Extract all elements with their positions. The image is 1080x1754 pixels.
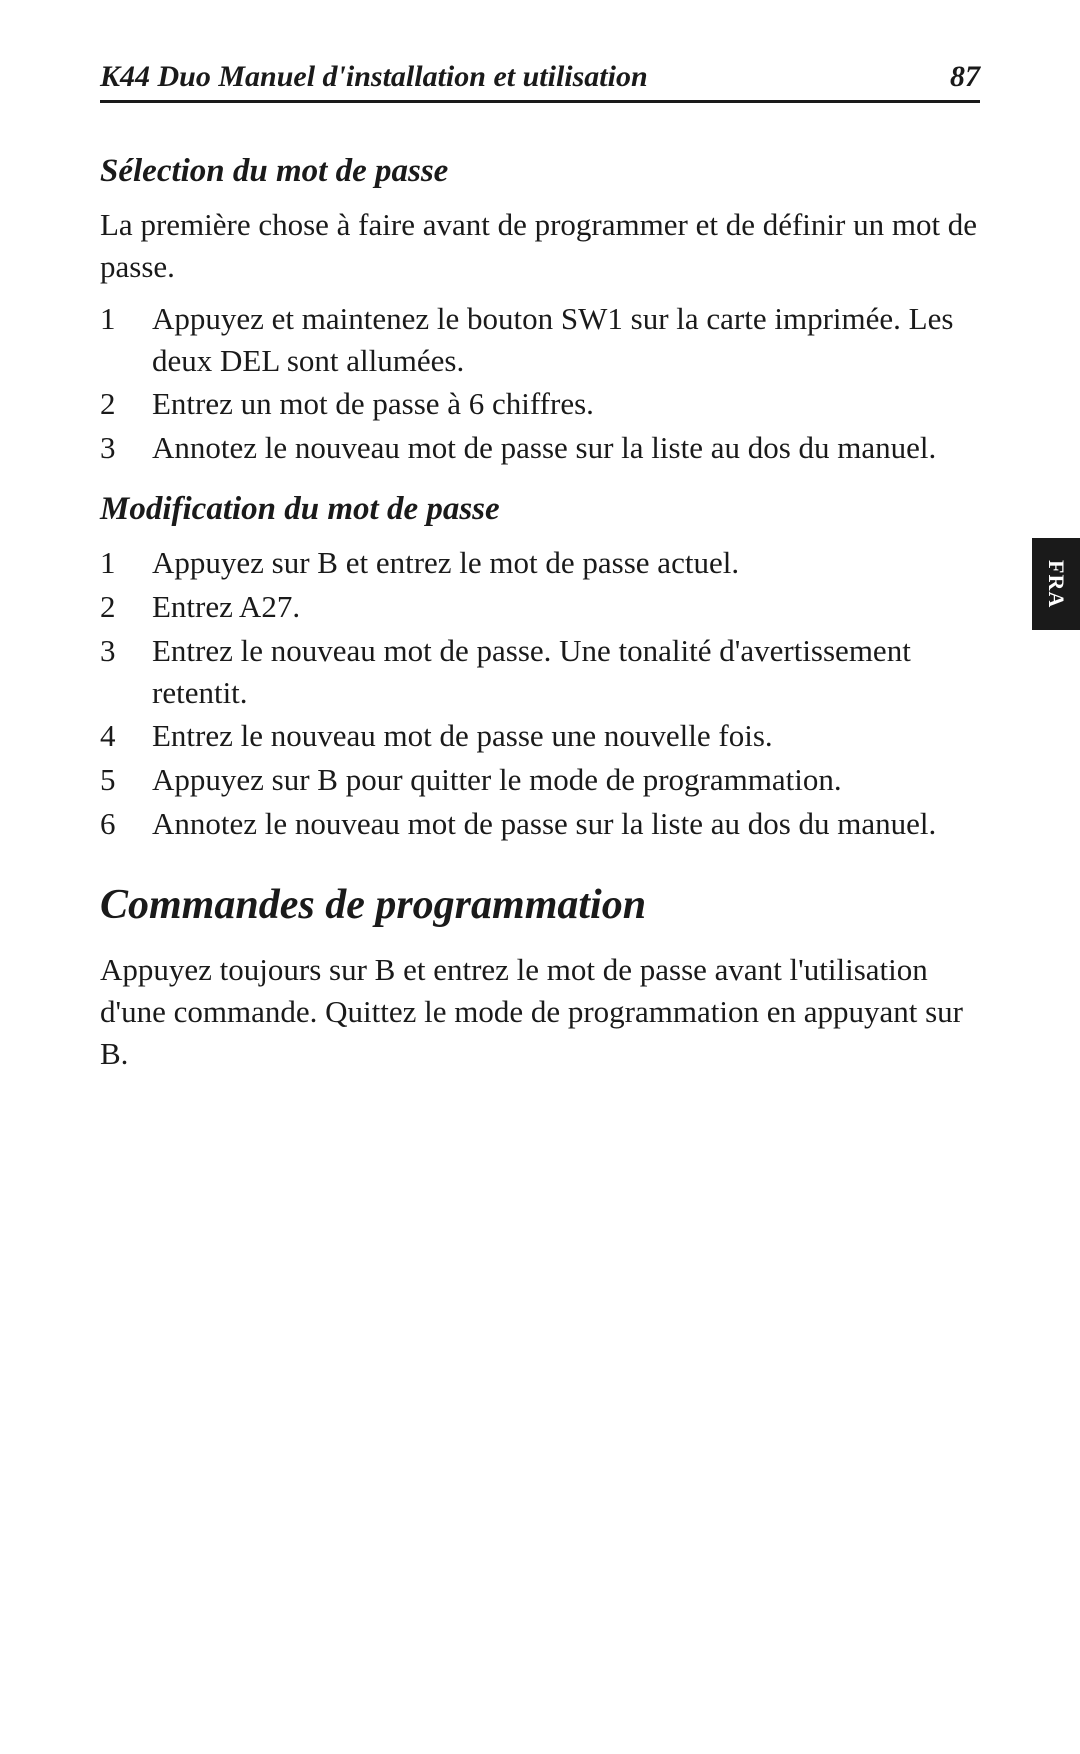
list-item: Entrez le nouveau mot de passe une nouve…	[100, 715, 980, 757]
body-text-intro1: La première chose à faire avant de progr…	[100, 204, 980, 288]
language-tab-label: FRA	[1043, 560, 1069, 608]
list-item: Entrez le nouveau mot de passe. Une tona…	[100, 630, 980, 714]
subheading-modification: Modification du mot de passe	[100, 491, 980, 528]
list-item: Entrez A27.	[100, 586, 980, 628]
list-item: Annotez le nouveau mot de passe sur la l…	[100, 803, 980, 845]
page-number: 87	[950, 60, 980, 94]
steps-list-selection: Appuyez et maintenez le bouton SW1 sur l…	[100, 298, 980, 469]
subheading-selection: Sélection du mot de passe	[100, 153, 980, 190]
main-heading-commands: Commandes de programmation	[100, 881, 980, 929]
list-item: Appuyez sur B et entrez le mot de passe …	[100, 542, 980, 584]
list-item: Appuyez sur B pour quitter le mode de pr…	[100, 759, 980, 801]
body-text-commands: Appuyez toujours sur B et entrez le mot …	[100, 949, 980, 1075]
running-title: K44 Duo Manuel d'installation et utilisa…	[100, 60, 648, 94]
list-item: Entrez un mot de passe à 6 chiffres.	[100, 383, 980, 425]
language-tab: FRA	[1032, 538, 1080, 630]
steps-list-modification: Appuyez sur B et entrez le mot de passe …	[100, 542, 980, 845]
list-item: Appuyez et maintenez le bouton SW1 sur l…	[100, 298, 980, 382]
list-item: Annotez le nouveau mot de passe sur la l…	[100, 427, 980, 469]
running-header: K44 Duo Manuel d'installation et utilisa…	[100, 60, 980, 103]
page: K44 Duo Manuel d'installation et utilisa…	[0, 0, 1080, 1145]
